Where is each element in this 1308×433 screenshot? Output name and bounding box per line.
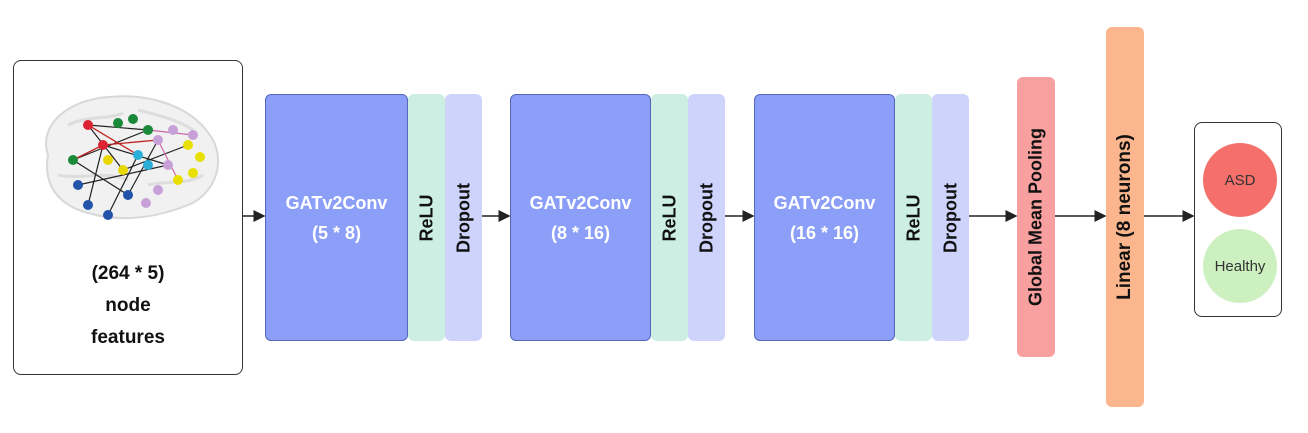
relu-block-3: ReLU [895, 94, 932, 341]
conv-label: GATv2Conv [285, 192, 388, 213]
conv-dims: (16 * 16) [789, 222, 860, 243]
asd-label: ASD [1224, 171, 1256, 189]
healthy-label: Healthy [1214, 257, 1266, 275]
relu-block-2: ReLU [651, 94, 688, 341]
input-dims-text: (264 * 5) [91, 263, 165, 284]
conv-label: GATv2Conv [773, 192, 876, 213]
input-node-text: node [105, 295, 151, 316]
gatv2conv-block-2: GATv2Conv (8 * 16) [510, 94, 651, 341]
dropout-block-1: Dropout [445, 94, 482, 341]
asd-output-node: ASD [1203, 143, 1277, 217]
input-node-features-box [13, 60, 243, 375]
healthy-output-node: Healthy [1203, 229, 1277, 303]
gatv2conv-block-3: GATv2Conv (16 * 16) [754, 94, 895, 341]
dropout-block-3: Dropout [932, 94, 969, 341]
input-features-text: features [91, 327, 165, 348]
relu-block-1: ReLU [408, 94, 445, 341]
global-mean-pooling-block: Global Mean Pooling [1017, 77, 1055, 357]
conv-dims: (8 * 16) [550, 222, 611, 243]
linear-layer-block: Linear (8 neurons) [1106, 27, 1144, 407]
input-features-label: (264 * 5) node features [13, 258, 243, 354]
dropout-block-2: Dropout [688, 94, 725, 341]
conv-dims: (5 * 8) [311, 222, 362, 243]
conv-label: GATv2Conv [529, 192, 632, 213]
gatv2conv-block-1: GATv2Conv (5 * 8) [265, 94, 408, 341]
brain-graph-icon [45, 95, 220, 220]
